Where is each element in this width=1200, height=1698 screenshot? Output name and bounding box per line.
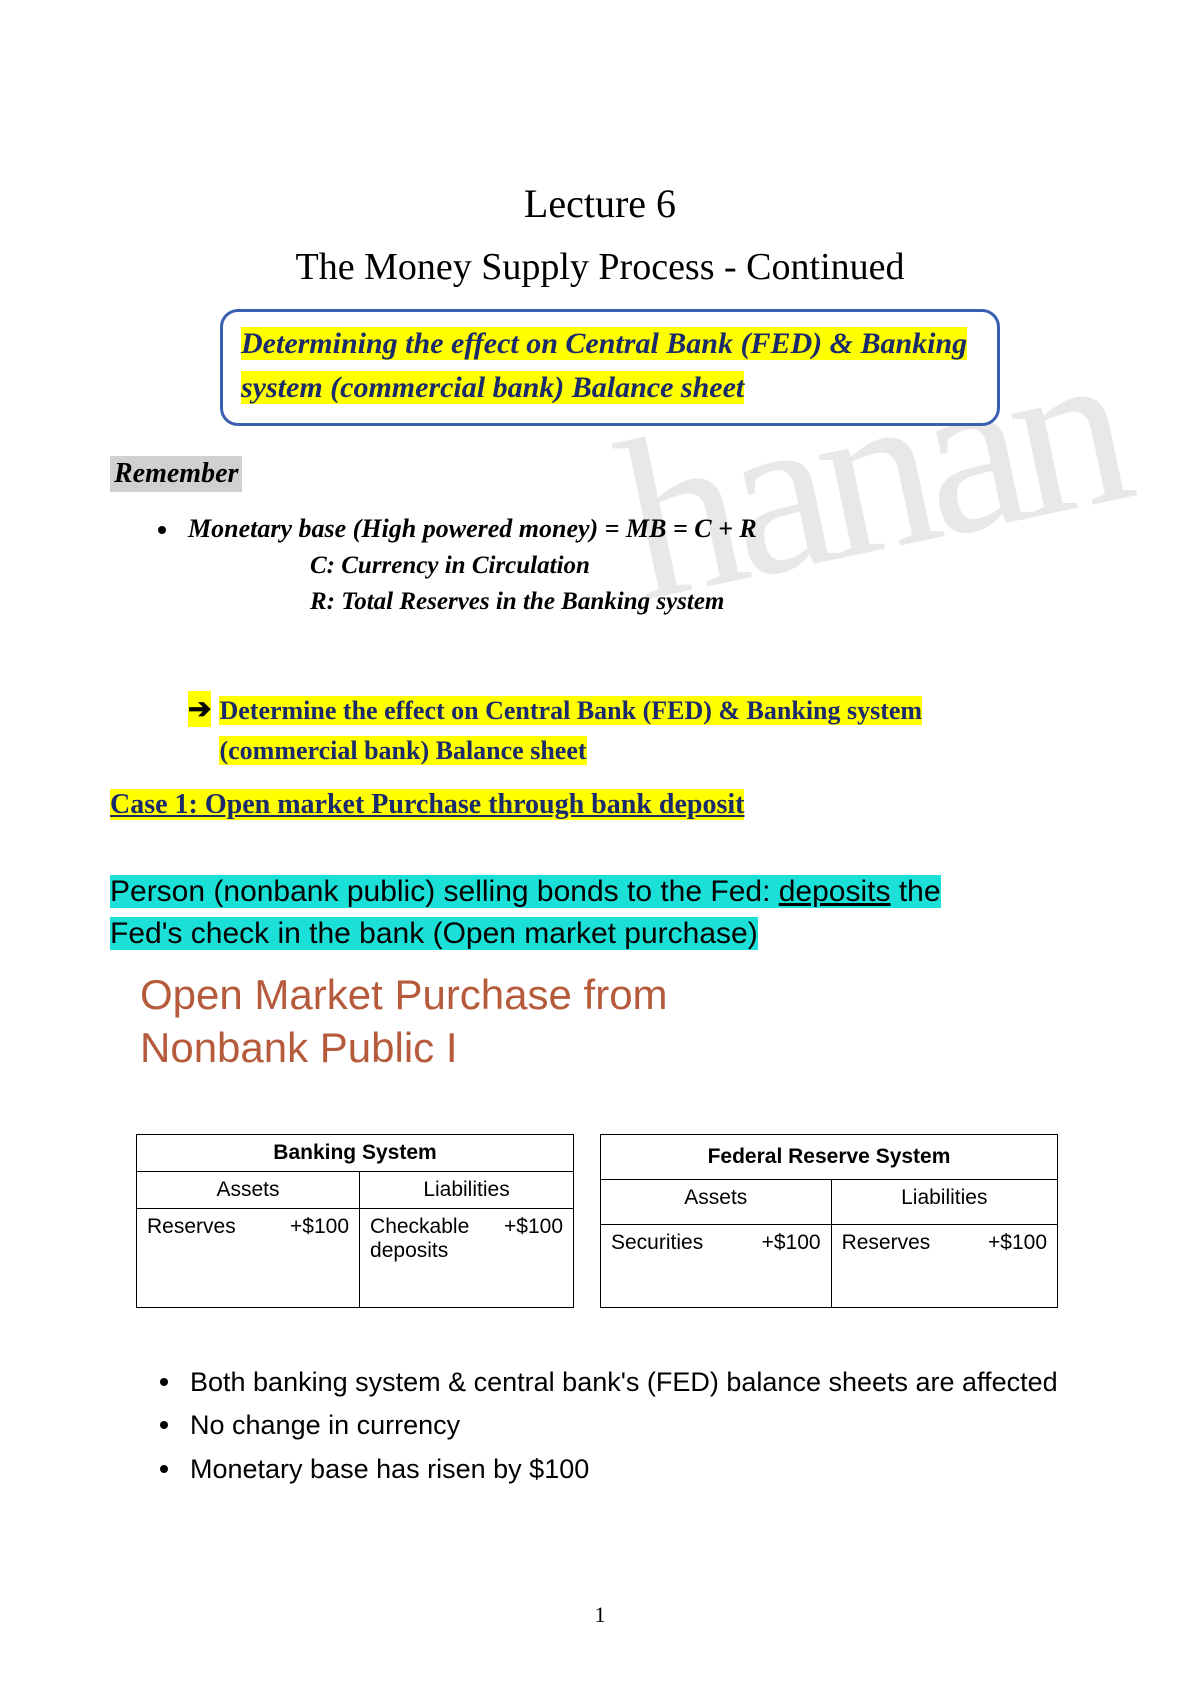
fed-asset-amount: +$100 <box>736 1225 831 1269</box>
scenario-part1: Person (nonbank public) selling bonds to… <box>110 875 779 908</box>
section-title-line2: Nonbank Public I <box>140 1024 458 1071</box>
fed-liab-header: Liabilities <box>831 1180 1057 1225</box>
banking-asset-amount: +$100 <box>266 1209 360 1270</box>
conclusion-1: Both banking system & central bank's (FE… <box>190 1364 1058 1402</box>
determine-line2: (commercial bank) Balance sheet <box>219 736 586 765</box>
conclusion-2: No change in currency <box>190 1407 460 1445</box>
banking-liab-header: Liabilities <box>360 1172 574 1209</box>
fed-title: Federal Reserve System <box>601 1135 1058 1180</box>
banking-asset-label: Reserves <box>137 1209 266 1270</box>
list-item: Monetary base has risen by $100 <box>160 1451 1070 1489</box>
fed-liab-label: Reserves <box>831 1225 962 1269</box>
scenario-line1: Person (nonbank public) selling bonds to… <box>110 875 941 908</box>
scenario-part2: the <box>891 875 941 908</box>
banking-title: Banking System <box>137 1135 574 1172</box>
scenario-deposits-word: deposits <box>779 875 891 908</box>
fed-asset-label: Securities <box>601 1225 736 1269</box>
case1-text: Case 1: Open market Purchase through ban… <box>110 789 744 820</box>
bullet-dot-icon <box>158 526 166 534</box>
lecture-number: Lecture 6 <box>130 180 1070 227</box>
scenario-line2: Fed's check in the bank (Open market pur… <box>110 917 758 950</box>
balance-sheet-tables: Banking System Assets Liabilities Reserv… <box>136 1134 1070 1308</box>
section-title-line1: Open Market Purchase from <box>140 971 668 1018</box>
main-heading-text: Determining the effect on Central Bank (… <box>241 327 967 404</box>
conclusion-3: Monetary base has risen by $100 <box>190 1451 589 1489</box>
table-row <box>137 1269 574 1307</box>
page-content: Lecture 6 The Money Supply Process - Con… <box>0 0 1200 1489</box>
bullet-dot-icon <box>160 1465 168 1473</box>
section-title: Open Market Purchase from Nonbank Public… <box>140 969 1070 1074</box>
mb-formula-text: Monetary base (High powered money) = MB … <box>188 514 757 544</box>
fed-liab-amount: +$100 <box>962 1225 1057 1269</box>
remember-label: Remember <box>110 456 242 492</box>
banking-assets-header: Assets <box>137 1172 360 1209</box>
determine-line1: Determine the effect on Central Bank (FE… <box>219 696 922 725</box>
determine-text: Determine the effect on Central Bank (FE… <box>219 691 922 772</box>
determine-arrow-block: ➔ Determine the effect on Central Bank (… <box>188 691 1070 772</box>
bullet-dot-icon <box>160 1378 168 1386</box>
arrow-icon: ➔ <box>188 691 211 727</box>
fed-system-table: Federal Reserve System Assets Liabilitie… <box>600 1134 1058 1308</box>
lecture-subtitle: The Money Supply Process - Continued <box>130 245 1070 289</box>
remember-heading: Remember <box>130 456 1070 514</box>
case1-heading: Case 1: Open market Purchase through ban… <box>110 789 1070 821</box>
mb-formula-row: Monetary base (High powered money) = MB … <box>130 514 1070 544</box>
conclusions-list: Both banking system & central bank's (FE… <box>160 1364 1070 1489</box>
table-row <box>601 1269 1058 1307</box>
page-number: 1 <box>0 1602 1200 1628</box>
list-item: Both banking system & central bank's (FE… <box>160 1364 1070 1402</box>
list-item: No change in currency <box>160 1407 1070 1445</box>
main-heading-box: Determining the effect on Central Bank (… <box>220 309 1000 426</box>
definition-r: R: Total Reserves in the Banking system <box>310 584 1070 620</box>
banking-system-table: Banking System Assets Liabilities Reserv… <box>136 1134 574 1308</box>
fed-assets-header: Assets <box>601 1180 832 1225</box>
definition-c: C: Currency in Circulation <box>310 548 1070 584</box>
scenario-description: Person (nonbank public) selling bonds to… <box>110 871 1070 955</box>
banking-liab-label: Checkable deposits <box>360 1209 480 1270</box>
banking-liab-amount: +$100 <box>480 1209 574 1270</box>
bullet-dot-icon <box>160 1421 168 1429</box>
